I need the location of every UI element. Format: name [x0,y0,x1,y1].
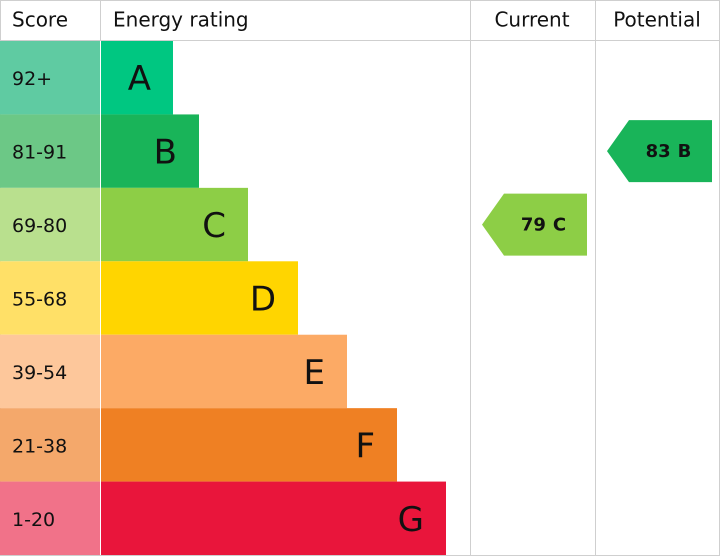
rating-bar [101,41,173,115]
score-label: 92+ [12,68,52,90]
rating-bar [101,334,347,409]
header-potential: Potential [613,8,701,32]
current-letter: C [553,215,566,236]
score-cell [0,481,100,556]
current-value: 79 [521,215,546,236]
rating-bar [101,187,248,262]
band-letter: F [355,426,375,466]
potential-value: 83 [646,141,671,162]
current-arrow [482,193,587,256]
score-cell [0,41,100,115]
band-letter: G [398,500,424,540]
score-label: 81-91 [12,142,67,164]
score-cell [0,261,100,335]
rating-bar [101,114,199,188]
band-letter: C [202,206,226,246]
score-label: 69-80 [12,215,67,237]
potential-letter: B [678,141,692,162]
score-cell [0,408,100,482]
rating-bar [101,261,298,335]
band-letter: A [128,59,151,99]
band-letter: D [250,280,276,320]
header-rating: Energy rating [113,8,249,32]
header-score: Score [12,8,68,32]
score-label: 55-68 [12,289,67,311]
score-cell [0,334,100,409]
score-label: 39-54 [12,362,67,384]
band-letter: B [154,133,177,173]
current-label: 79 C [521,215,566,236]
score-cell [0,114,100,188]
header-current: Current [494,8,569,32]
potential-label: 83 B [646,141,692,162]
rating-bar [101,408,397,482]
score-cell [0,187,100,262]
score-label: 21-38 [12,435,67,457]
rating-bar [101,481,446,556]
band-letter: E [304,353,325,393]
score-label: 1-20 [12,509,55,531]
potential-arrow [607,120,712,183]
